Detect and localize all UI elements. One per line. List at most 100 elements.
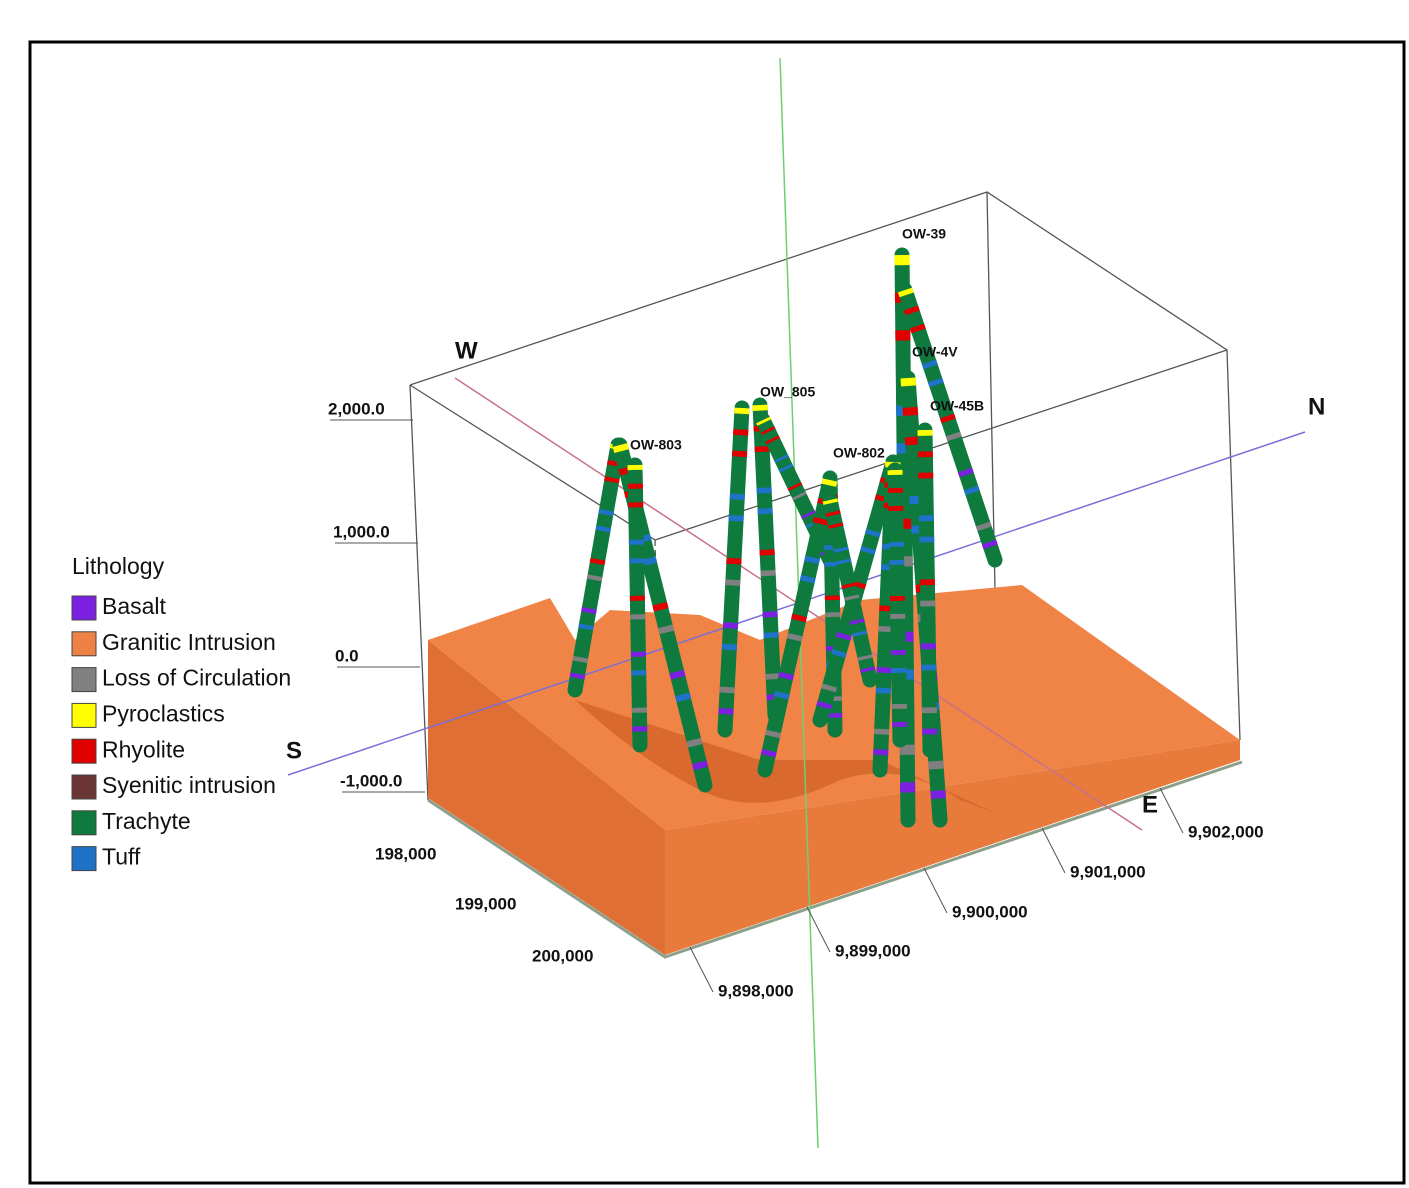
well-band bbox=[904, 436, 921, 446]
well-band bbox=[939, 413, 956, 424]
legend-swatch bbox=[71, 738, 97, 764]
northing-label: 9,901,000 bbox=[1070, 862, 1146, 881]
well-band bbox=[589, 558, 606, 566]
well-band bbox=[774, 454, 789, 464]
well-band bbox=[641, 556, 658, 567]
well-band bbox=[760, 426, 776, 436]
well-trace bbox=[822, 492, 878, 688]
well-core bbox=[757, 472, 838, 778]
well-band bbox=[760, 749, 777, 758]
well-band bbox=[850, 580, 867, 590]
well-band bbox=[930, 789, 946, 800]
legend-label: Basalt bbox=[102, 593, 167, 619]
well-band bbox=[825, 510, 841, 517]
well-band bbox=[860, 545, 876, 555]
well-core bbox=[717, 400, 750, 738]
legend-swatch bbox=[71, 595, 97, 621]
well-label: OW-802 bbox=[833, 445, 885, 461]
well-core bbox=[627, 457, 648, 753]
well-band bbox=[669, 669, 686, 680]
wells bbox=[567, 247, 1003, 828]
well-band bbox=[835, 631, 852, 641]
legend-label: Trachyte bbox=[102, 808, 191, 834]
well-band bbox=[909, 323, 926, 334]
well-trace bbox=[917, 422, 938, 758]
well-trace bbox=[627, 457, 648, 753]
legend-swatch bbox=[71, 774, 97, 800]
well-band bbox=[928, 760, 944, 770]
well-band bbox=[618, 465, 635, 476]
well-band bbox=[692, 760, 709, 771]
well-band bbox=[652, 601, 669, 612]
well-core bbox=[897, 282, 1003, 568]
well-band bbox=[865, 528, 881, 538]
legend-swatch bbox=[71, 667, 97, 693]
well-band bbox=[981, 539, 998, 550]
well-band bbox=[975, 521, 992, 532]
well-band bbox=[945, 431, 962, 442]
well-band bbox=[957, 467, 974, 478]
well-band bbox=[963, 485, 980, 496]
well-band bbox=[686, 737, 703, 748]
well-band bbox=[598, 509, 614, 517]
legend-label: Pyroclastics bbox=[102, 700, 225, 726]
well-trace bbox=[887, 462, 908, 748]
well-band bbox=[612, 443, 629, 453]
well-band bbox=[816, 700, 833, 710]
well-label: OW_805 bbox=[760, 384, 815, 400]
well-band bbox=[773, 691, 790, 700]
legend-label: Rhyolite bbox=[102, 736, 185, 762]
legend-title: Lithology bbox=[72, 553, 165, 579]
well-band bbox=[606, 460, 623, 468]
well-core bbox=[752, 397, 783, 723]
legend-swatch bbox=[71, 702, 97, 728]
well-band bbox=[849, 618, 865, 625]
well-band bbox=[860, 666, 876, 673]
well-band bbox=[909, 495, 925, 505]
elevation-label: 2,000.0 bbox=[328, 399, 385, 418]
elevation-label: 0.0 bbox=[335, 646, 359, 665]
well-core bbox=[887, 462, 908, 748]
well-core bbox=[822, 492, 878, 688]
legend: Lithology Basalt Granitic Intrusion Loss of… bbox=[71, 553, 291, 872]
legend-swatch bbox=[71, 810, 97, 836]
well-band bbox=[812, 517, 829, 526]
well-band bbox=[900, 377, 917, 387]
legend-swatch bbox=[71, 846, 97, 872]
well-label: OW-39 bbox=[902, 226, 946, 242]
well-band bbox=[921, 359, 938, 370]
well-band bbox=[799, 575, 816, 584]
easting-label: 198,000 bbox=[375, 844, 436, 863]
well-band bbox=[604, 476, 620, 484]
well-band bbox=[791, 613, 807, 623]
well-band bbox=[841, 582, 857, 589]
well-band bbox=[821, 683, 837, 693]
well-band bbox=[569, 672, 586, 680]
well-band bbox=[804, 555, 820, 565]
well-band bbox=[572, 656, 589, 664]
well-band bbox=[857, 654, 873, 661]
compass-label: S bbox=[286, 737, 302, 764]
well-band bbox=[756, 416, 771, 426]
well-band bbox=[658, 624, 675, 635]
well-trace bbox=[717, 400, 750, 738]
well-band bbox=[778, 671, 794, 681]
northing-label: 9,898,000 bbox=[718, 981, 794, 1000]
well-band bbox=[800, 510, 816, 520]
elevation-label: 1,000.0 bbox=[333, 522, 390, 541]
well-band bbox=[903, 305, 920, 316]
well-band bbox=[844, 594, 860, 601]
well-band bbox=[902, 406, 919, 416]
easting-label: 199,000 bbox=[455, 894, 516, 913]
well-band bbox=[786, 633, 803, 642]
tick-line bbox=[1159, 787, 1184, 834]
tick-line bbox=[689, 946, 714, 993]
legend-label: Loss of Circulation bbox=[102, 665, 291, 691]
well-core bbox=[567, 437, 626, 698]
well-band bbox=[595, 525, 612, 533]
northing-label: 9,902,000 bbox=[1188, 822, 1264, 841]
labels: 2,000.0 1,000.0 0.0 -1,000.0 198,000 199,000 2… bbox=[286, 226, 1325, 1001]
well-band bbox=[586, 574, 603, 582]
well-band bbox=[836, 558, 852, 565]
